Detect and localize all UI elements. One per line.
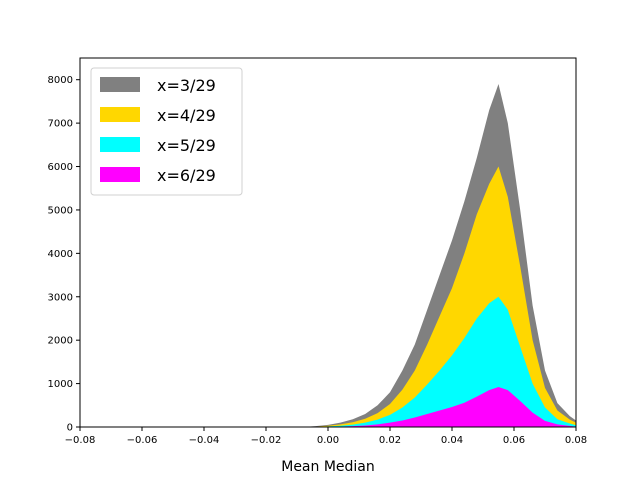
y-tick-label: 5000 — [48, 205, 73, 216]
legend-swatch-1 — [100, 77, 140, 92]
y-tick-label: 1000 — [48, 379, 73, 390]
y-tick-label: 8000 — [48, 75, 73, 86]
x-tick-label: 0.08 — [565, 435, 587, 446]
x-tick-label: 0.02 — [379, 435, 401, 446]
legend-label-4: x=6/29 — [157, 166, 216, 185]
x-axis-ticks: −0.08 −0.06 −0.04 −0.02 0.00 0.02 0.04 0.06 0.08 — [65, 427, 587, 446]
x-tick-label: −0.08 — [65, 435, 96, 446]
legend-label-2: x=4/29 — [157, 106, 216, 125]
legend-swatch-2 — [100, 107, 140, 122]
x-tick-label: −0.04 — [189, 435, 220, 446]
y-tick-label: 4000 — [48, 249, 73, 260]
legend-swatch-4 — [100, 167, 140, 182]
legend-box — [90, 67, 243, 196]
x-tick-label: 0.00 — [317, 435, 339, 446]
y-tick-label: 7000 — [48, 119, 73, 130]
legend-label-3: x=5/29 — [157, 136, 216, 155]
x-tick-label: −0.02 — [251, 435, 282, 446]
x-axis-label: Mean Median — [281, 459, 375, 475]
legend: x=3/29 x=4/29 x=5/29 x=6/29 — [90, 67, 243, 196]
y-tick-label: 2000 — [48, 336, 73, 347]
legend-label-1: x=3/29 — [157, 76, 216, 95]
y-tick-label: 0 — [67, 423, 73, 434]
y-axis-ticks: 0 1000 2000 3000 4000 5000 6000 7000 8000 — [48, 75, 80, 434]
legend-swatch-3 — [100, 137, 140, 152]
x-tick-label: 0.06 — [503, 435, 525, 446]
series-area-4 — [303, 387, 576, 427]
y-tick-label: 6000 — [48, 162, 73, 173]
y-tick-label: 3000 — [48, 292, 73, 303]
histogram-series-layer — [303, 84, 576, 428]
x-tick-label: −0.06 — [127, 435, 158, 446]
x-tick-label: 0.04 — [441, 435, 463, 446]
